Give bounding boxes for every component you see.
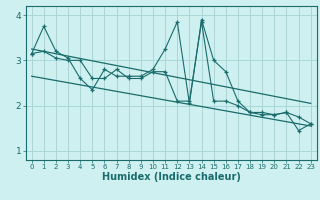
X-axis label: Humidex (Indice chaleur): Humidex (Indice chaleur) [102,172,241,182]
